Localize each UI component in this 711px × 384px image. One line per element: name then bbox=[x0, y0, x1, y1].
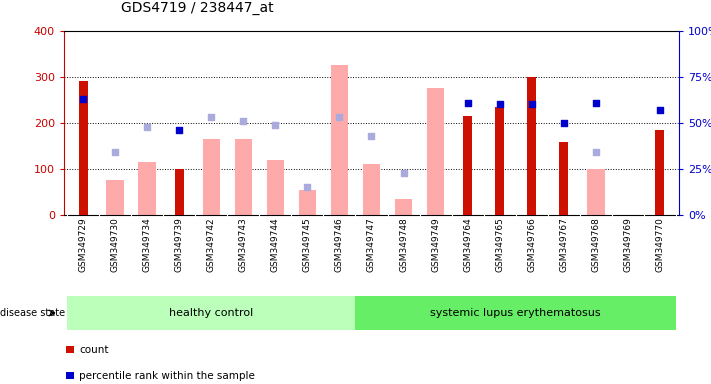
Point bbox=[109, 149, 121, 156]
Bar bbox=[107, 180, 124, 215]
Text: GDS4719 / 238447_at: GDS4719 / 238447_at bbox=[121, 2, 274, 15]
Point bbox=[237, 118, 249, 124]
Bar bbox=[363, 164, 380, 215]
Point bbox=[269, 122, 281, 128]
Point bbox=[205, 114, 217, 121]
Text: count: count bbox=[79, 344, 109, 355]
Point bbox=[301, 184, 313, 190]
Text: GSM349746: GSM349746 bbox=[335, 217, 344, 272]
Bar bbox=[203, 139, 220, 215]
Text: healthy control: healthy control bbox=[169, 308, 253, 318]
Text: GSM349767: GSM349767 bbox=[559, 217, 568, 272]
Text: GSM349745: GSM349745 bbox=[303, 217, 312, 272]
Point bbox=[590, 149, 602, 156]
Bar bbox=[656, 130, 664, 215]
Text: GSM349744: GSM349744 bbox=[271, 217, 280, 272]
Text: GSM349768: GSM349768 bbox=[592, 217, 600, 272]
Point bbox=[141, 124, 153, 130]
Text: GSM349766: GSM349766 bbox=[527, 217, 536, 272]
Text: percentile rank within the sample: percentile rank within the sample bbox=[79, 371, 255, 381]
Bar bbox=[495, 107, 504, 215]
Text: GSM349739: GSM349739 bbox=[175, 217, 184, 272]
Point bbox=[333, 114, 345, 121]
Bar bbox=[267, 160, 284, 215]
Point bbox=[173, 127, 185, 133]
Bar bbox=[560, 142, 568, 215]
FancyBboxPatch shape bbox=[68, 296, 356, 329]
Point bbox=[590, 99, 602, 106]
Text: disease state: disease state bbox=[0, 308, 65, 318]
Point bbox=[77, 96, 89, 102]
Point bbox=[526, 101, 538, 108]
Text: GSM349743: GSM349743 bbox=[239, 217, 248, 272]
Point bbox=[654, 107, 665, 113]
Bar bbox=[331, 65, 348, 215]
Point bbox=[398, 170, 410, 176]
Point bbox=[494, 101, 506, 108]
Bar bbox=[427, 88, 444, 215]
Point bbox=[558, 120, 570, 126]
FancyBboxPatch shape bbox=[356, 296, 675, 329]
Text: GSM349770: GSM349770 bbox=[656, 217, 664, 272]
Text: GSM349769: GSM349769 bbox=[624, 217, 632, 272]
Text: GSM349749: GSM349749 bbox=[431, 217, 440, 272]
Text: GSM349730: GSM349730 bbox=[111, 217, 119, 272]
Text: GSM349742: GSM349742 bbox=[207, 217, 216, 272]
Bar bbox=[235, 139, 252, 215]
Bar bbox=[463, 116, 472, 215]
Bar bbox=[299, 190, 316, 215]
Bar bbox=[395, 199, 412, 215]
Text: GSM349729: GSM349729 bbox=[79, 217, 87, 272]
Text: GSM349764: GSM349764 bbox=[463, 217, 472, 272]
Bar bbox=[527, 77, 536, 215]
Bar bbox=[79, 81, 87, 215]
Bar bbox=[587, 169, 604, 215]
Text: GSM349747: GSM349747 bbox=[367, 217, 376, 272]
Bar bbox=[175, 169, 183, 215]
Text: GSM349734: GSM349734 bbox=[143, 217, 151, 272]
Text: GSM349748: GSM349748 bbox=[399, 217, 408, 272]
Text: systemic lupus erythematosus: systemic lupus erythematosus bbox=[430, 308, 601, 318]
Bar bbox=[65, 372, 74, 379]
Text: GSM349765: GSM349765 bbox=[495, 217, 504, 272]
Bar bbox=[139, 162, 156, 215]
Point bbox=[462, 99, 474, 106]
Point bbox=[365, 133, 377, 139]
Bar bbox=[65, 346, 74, 353]
